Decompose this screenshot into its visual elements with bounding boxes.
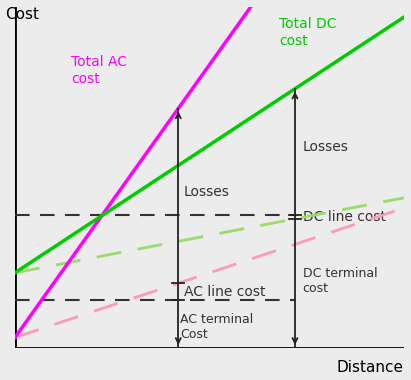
Text: Losses: Losses bbox=[303, 140, 349, 154]
Text: AC line cost: AC line cost bbox=[184, 285, 266, 299]
Text: Total AC
cost: Total AC cost bbox=[71, 55, 127, 86]
Text: Distance: Distance bbox=[337, 360, 404, 375]
Text: Cost: Cost bbox=[5, 7, 39, 22]
Text: DC terminal
cost: DC terminal cost bbox=[303, 268, 377, 295]
Text: AC terminal
Cost: AC terminal Cost bbox=[180, 314, 254, 341]
Text: Total DC
cost: Total DC cost bbox=[279, 17, 337, 49]
Text: Losses: Losses bbox=[184, 185, 230, 200]
Text: DC line cost: DC line cost bbox=[303, 210, 386, 224]
